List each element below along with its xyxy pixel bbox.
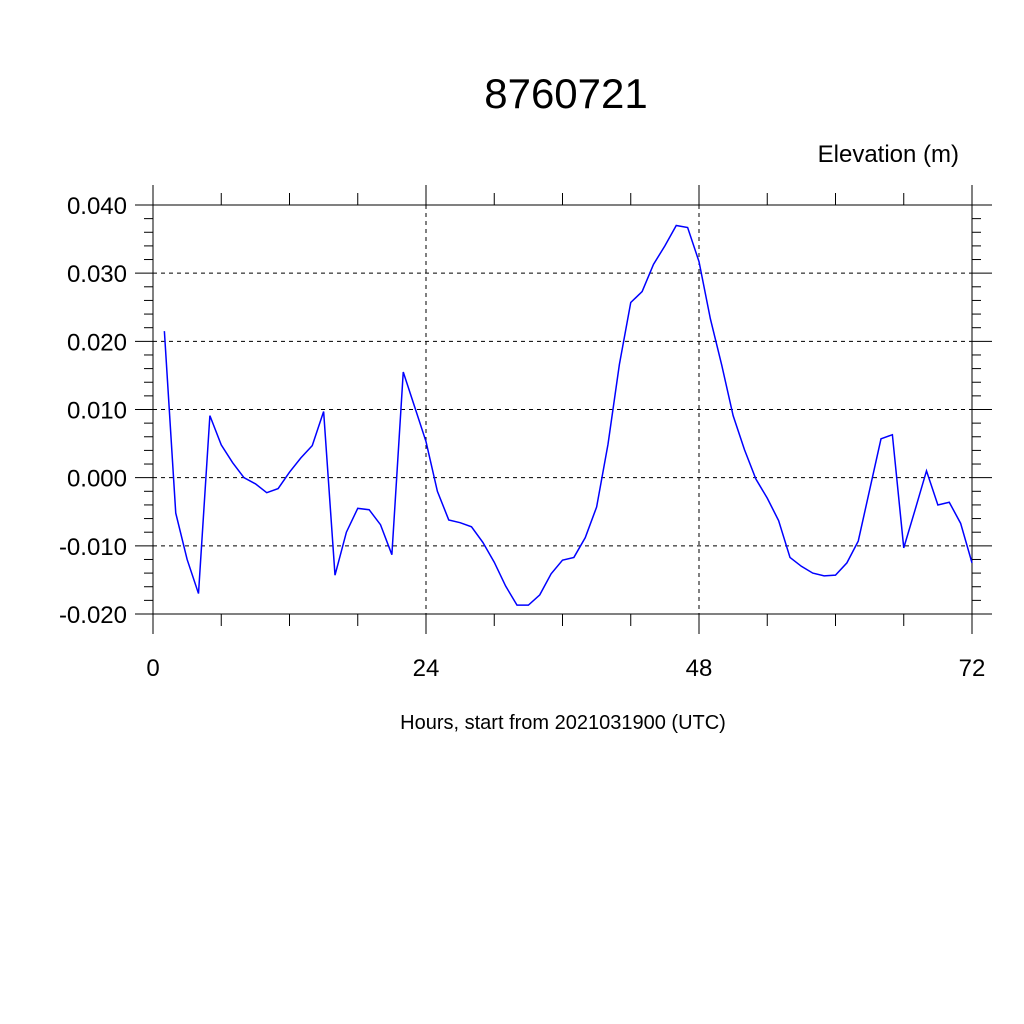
series [163, 224, 973, 606]
y-tick-label: 0.030 [67, 261, 127, 288]
plot-frame [152, 204, 973, 615]
x-axis-label: Hours, start from 2021031900 (UTC) [400, 712, 726, 734]
tick-labels: -0.020 -0.010 0.000 0.010 0.020 0.030 0.040 0 24… [59, 193, 985, 682]
y-tick-label: -0.020 [59, 602, 127, 629]
grid [153, 204, 972, 614]
x-tick-label: 48 [686, 655, 713, 682]
x-tick-label: 24 [413, 655, 440, 682]
y-axis-unit-label: Elevation (m) [818, 141, 959, 168]
y-tick-label: 0.020 [67, 329, 127, 356]
y-tick-label: 0.010 [67, 398, 127, 425]
y-tick-label: 0.040 [67, 193, 127, 220]
x-tick-label: 0 [146, 655, 159, 682]
axis-ticks [135, 185, 992, 634]
chart-title: 8760721 [484, 70, 648, 117]
x-tick-label: 72 [959, 655, 986, 682]
y-tick-label: 0.000 [67, 466, 127, 493]
y-tick-label: -0.010 [59, 534, 127, 561]
series-line [163, 224, 973, 606]
